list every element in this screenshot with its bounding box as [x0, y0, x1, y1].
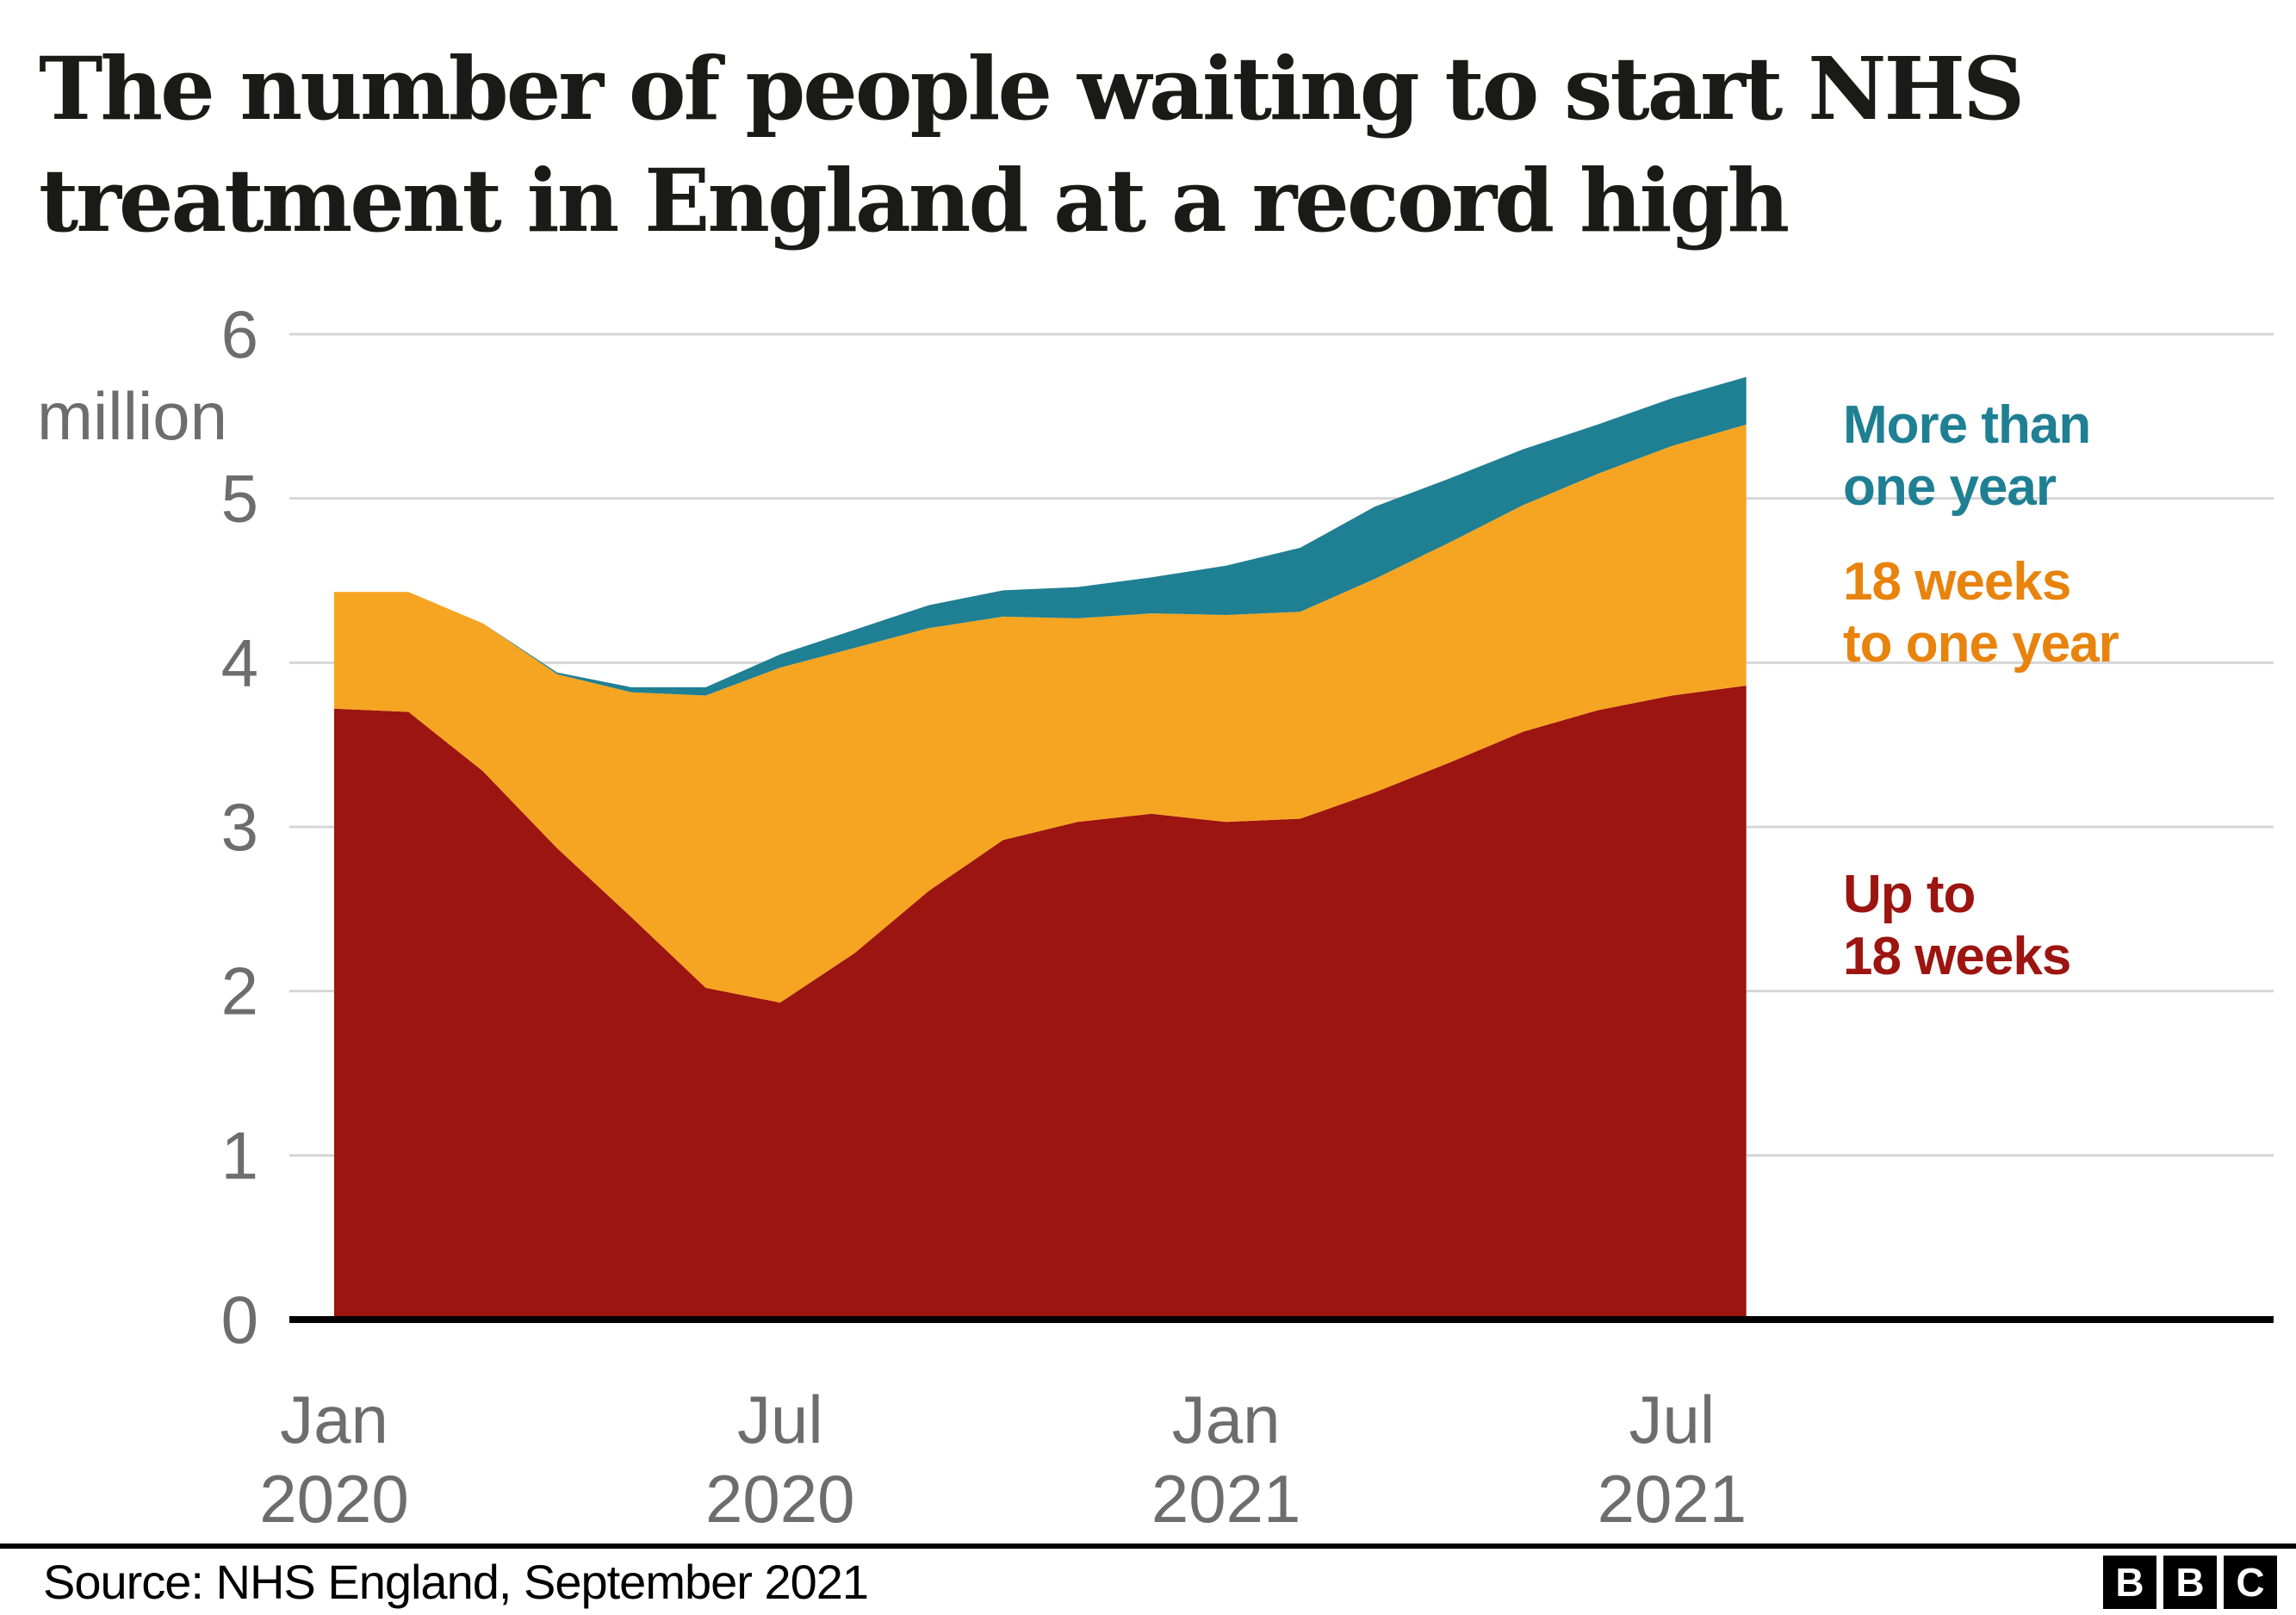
x-tick-label-month: Jul — [737, 1382, 823, 1457]
y-tick-label: 3 — [221, 789, 258, 865]
y-tick-label: 6 — [221, 296, 258, 372]
x-tick-label-month: Jan — [1172, 1382, 1281, 1457]
legend-label: 18 weeks — [1843, 552, 2071, 612]
y-tick-label: 2 — [221, 953, 258, 1029]
bbc-logo-block-2: B — [2163, 1555, 2217, 1609]
area-18-weeks-to-one-year — [334, 424, 1747, 1003]
x-tick-label-year: 2020 — [705, 1461, 855, 1537]
area-up-to-18-weeks — [334, 686, 1747, 1320]
y-tick-label: 4 — [221, 624, 258, 700]
legend-label: one year — [1843, 457, 2057, 517]
chart-title: The number of people waiting to start NH… — [39, 33, 2278, 257]
x-tick-label-year: 2020 — [259, 1461, 409, 1537]
bbc-logo: B B C — [2103, 1555, 2277, 1609]
legend-label: More than — [1843, 395, 2091, 455]
chart-title-line2: treatment in England at a record high — [39, 150, 1790, 252]
legend-up-to-18-weeks: Up to 18 weeks — [1843, 864, 2071, 988]
legend-more-than-one-year: More than one year — [1843, 394, 2091, 519]
y-tick-label: 5 — [221, 461, 258, 537]
bbc-logo-block-3: C — [2224, 1555, 2277, 1609]
legend-label: to one year — [1843, 613, 2119, 674]
legend-18-weeks-to-one-year: 18 weeks to one year — [1843, 551, 2119, 675]
y-tick-label: 0 — [221, 1282, 258, 1357]
source-text: Source: NHS England, September 2021 — [43, 1555, 869, 1609]
source-bar: Source: NHS England, September 2021 B B … — [0, 1544, 2296, 1615]
bbc-logo-block-1: B — [2103, 1555, 2156, 1609]
y-axis-unit-label: million — [37, 378, 227, 454]
x-tick-label-month: Jul — [1629, 1382, 1716, 1457]
legend-label: 18 weeks — [1843, 926, 2071, 986]
y-tick-label: 1 — [221, 1117, 258, 1193]
legend-label: Up to — [1843, 865, 1976, 924]
x-tick-label-year: 2021 — [1151, 1461, 1301, 1537]
x-tick-label-month: Jan — [280, 1382, 388, 1457]
chart-title-line1: The number of people waiting to start NH… — [39, 38, 2025, 140]
x-tick-label-year: 2021 — [1598, 1461, 1747, 1537]
